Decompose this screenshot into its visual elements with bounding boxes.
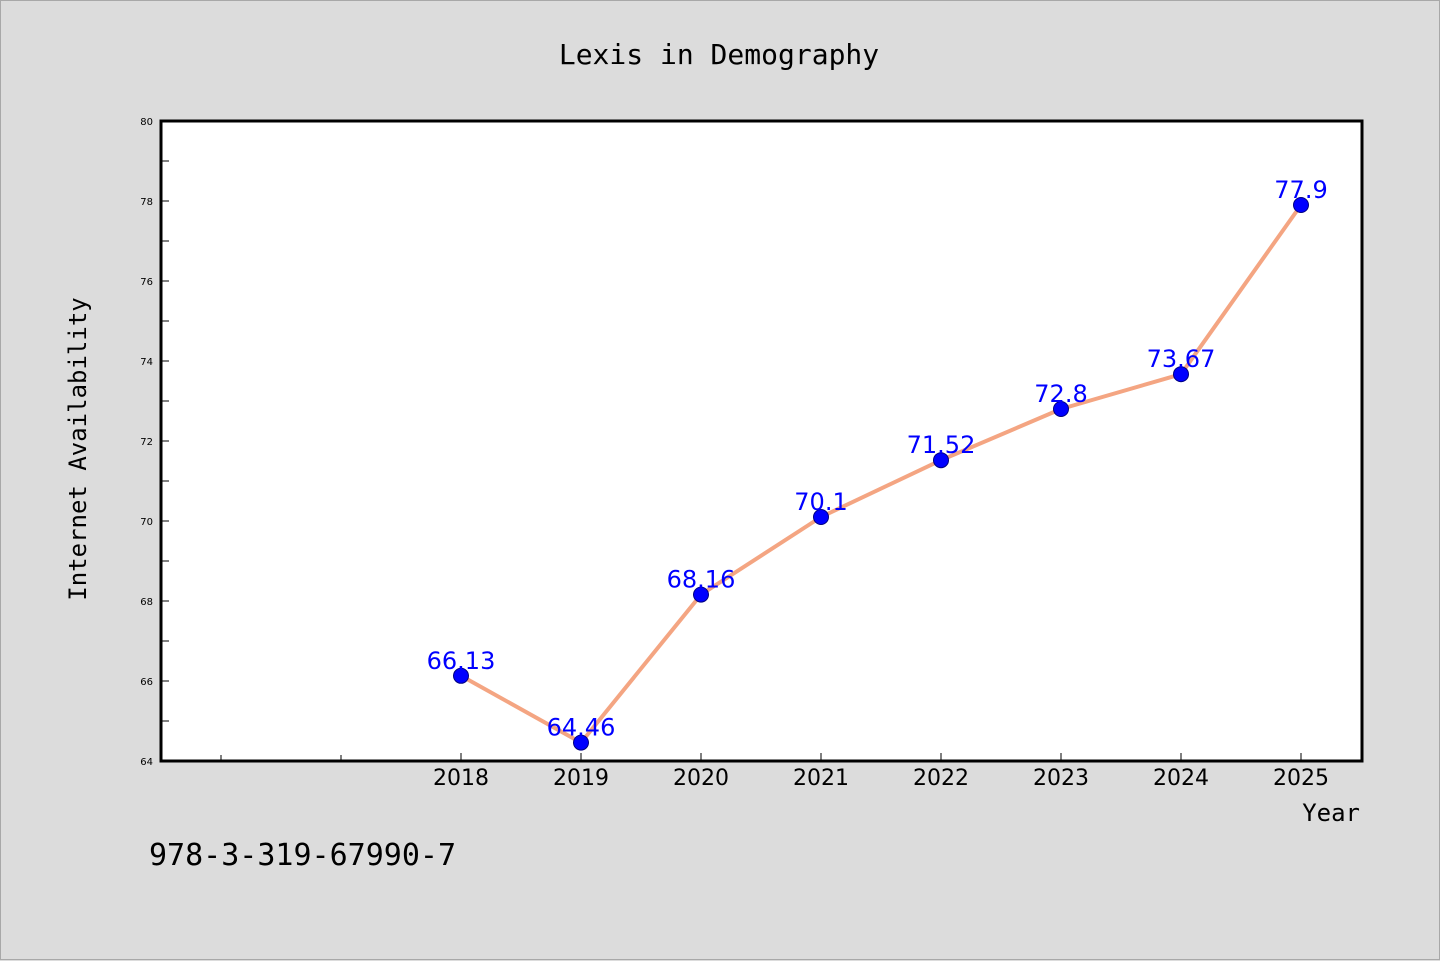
y-tick-label: 66	[140, 677, 153, 688]
chart-title: Lexis in Demography	[559, 38, 879, 71]
series-layer: 66.13 64.46 68.16 70.1 71.52 72.8 73.67 77.9	[427, 176, 1328, 751]
data-label: 72.8	[1034, 380, 1087, 408]
y-axis-label: Internet Availability	[64, 297, 92, 600]
data-label: 77.9	[1274, 176, 1327, 204]
data-label: 71.52	[907, 431, 976, 459]
data-point	[573, 734, 589, 751]
data-point	[1293, 197, 1309, 213]
y-tick-label: 76	[140, 277, 153, 288]
isbn-text: 978-3-319-67990-7	[149, 838, 456, 873]
data-label: 66.13	[427, 647, 496, 675]
x-tick-label: 2025	[1273, 766, 1329, 791]
data-label: 68.16	[667, 566, 736, 594]
data-point	[1053, 401, 1069, 417]
x-axis-ticks: 2018 2019 2020 2021 2022 2023 2024 2025	[220, 753, 1329, 791]
x-tick-label: 2019	[553, 766, 609, 791]
data-point	[693, 586, 709, 603]
plot-area	[159, 119, 1364, 763]
x-tick-label: 2023	[1033, 766, 1089, 791]
y-tick-label: 64	[140, 757, 153, 768]
data-point	[453, 667, 469, 684]
y-tick-label: 80	[140, 117, 153, 128]
x-tick-label: 2024	[1153, 766, 1209, 791]
x-tick-label: 2021	[793, 766, 849, 791]
data-point	[933, 452, 949, 469]
y-tick-label: 68	[140, 597, 153, 608]
data-label: 64.46	[547, 714, 616, 742]
data-point	[1173, 366, 1189, 383]
y-tick-label: 70	[140, 517, 153, 528]
y-tick-label: 74	[140, 357, 153, 368]
data-label: 73.67	[1147, 345, 1216, 373]
data-point	[813, 509, 829, 525]
x-tick-label: 2020	[673, 766, 729, 791]
x-tick-label: 2022	[913, 766, 969, 791]
series-line	[459, 203, 1303, 745]
y-axis-ticks: 64 66 68 70 72 74 76 78 80	[140, 117, 169, 768]
data-label: 70.1	[794, 488, 847, 516]
x-tick-label: 2018	[433, 766, 489, 791]
x-axis-label: Year	[1302, 799, 1360, 827]
y-tick-label: 72	[140, 437, 153, 448]
y-tick-label: 78	[140, 197, 153, 208]
